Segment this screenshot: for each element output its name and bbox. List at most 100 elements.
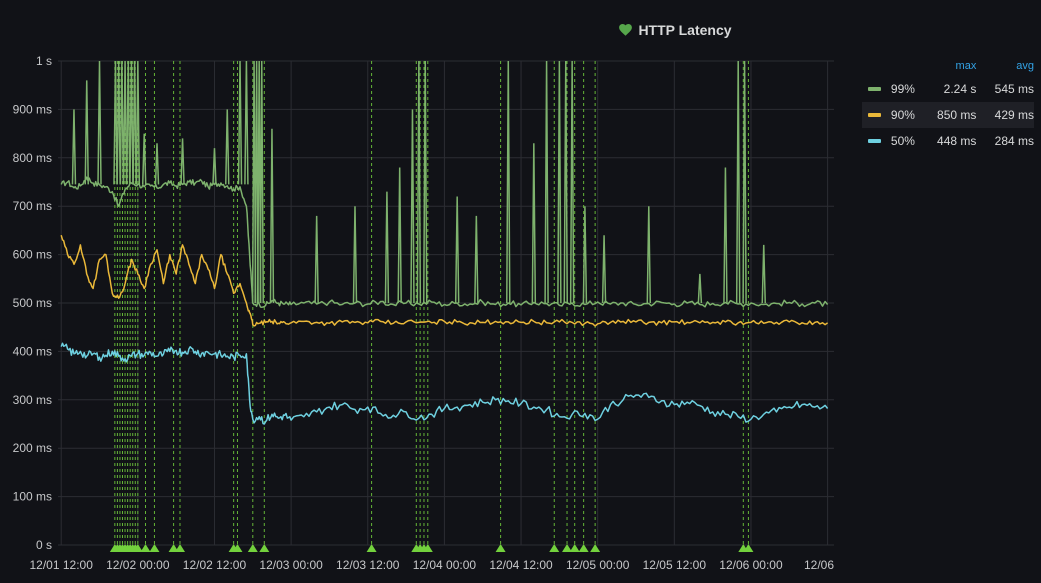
series-spike-99	[113, 60, 118, 185]
series-spike-99	[563, 60, 569, 304]
series-spike-99	[582, 206, 588, 304]
series-spike-99	[122, 60, 128, 185]
series-spike-99	[269, 128, 275, 304]
annotation-marker[interactable]	[562, 544, 573, 552]
y-tick-label: 600 ms	[13, 248, 52, 262]
annotation-marker[interactable]	[247, 544, 258, 552]
annotation-marker[interactable]	[590, 544, 601, 552]
series-spike-99	[416, 60, 422, 304]
series-spike-99	[601, 235, 607, 304]
series-spike-99	[314, 215, 319, 304]
series-spike-99	[97, 60, 102, 185]
series-spike-99	[141, 133, 147, 185]
y-tick-label: 700 ms	[13, 199, 52, 213]
legend-swatch-90[interactable]	[868, 113, 881, 117]
series-spike-99	[135, 60, 141, 185]
series-spike-99	[569, 60, 575, 304]
legend-header-max[interactable]: max	[955, 60, 977, 72]
y-tick-label: 200 ms	[13, 441, 52, 455]
series-spike-99	[410, 109, 415, 304]
panel-title-text: HTTP Latency	[638, 22, 732, 38]
annotation-marker[interactable]	[366, 544, 377, 552]
annotation-marker[interactable]	[578, 544, 589, 552]
x-tick-label: 12/04 00:00	[413, 558, 477, 572]
series-line-50[interactable]	[60, 342, 829, 425]
series-spike-99	[116, 60, 121, 185]
annotation-marker[interactable]	[743, 544, 754, 552]
x-tick-label: 12/04 12:00	[489, 558, 553, 572]
series-spike-99	[723, 167, 728, 304]
legend-header-avg[interactable]: avg	[1016, 60, 1034, 72]
series-spike-99	[646, 206, 652, 304]
legend-avg-99: 545 ms	[994, 82, 1034, 96]
x-tick-label: 12/06 00:00	[719, 558, 783, 572]
x-tick-label: 12/05 12:00	[643, 558, 707, 572]
annotations	[114, 61, 749, 545]
series-spike-99	[212, 148, 217, 185]
series-spike-99	[697, 273, 703, 304]
legend: max avg 99% 2.24 s 545 ms 90% 850 ms 429…	[862, 56, 1034, 154]
annotation-marker[interactable]	[149, 544, 160, 552]
legend-max-90: 850 ms	[937, 108, 977, 122]
legend-item-90[interactable]: 90% 850 ms 429 ms	[862, 102, 1034, 128]
series-spike-99	[544, 60, 549, 304]
series-spike-99	[154, 143, 160, 185]
series-spike-99	[557, 60, 562, 304]
annotation-markers	[109, 544, 754, 552]
series-spike-99	[531, 143, 537, 304]
legend-header: max avg	[862, 56, 1034, 76]
legend-label-90[interactable]: 90%	[890, 108, 915, 122]
annotation-marker[interactable]	[140, 544, 151, 552]
x-axis-ticks: 12/01 12:00 12/02 00:00 12/02 12:00 12/03 0…	[29, 558, 834, 572]
series-spike-99	[129, 60, 134, 185]
series-spike-99	[71, 109, 77, 185]
series-spike-99	[244, 60, 249, 185]
annotation-marker[interactable]	[422, 544, 433, 552]
series-lines	[60, 60, 829, 425]
y-tick-label: 1 s	[36, 54, 52, 68]
annotation-marker[interactable]	[495, 544, 506, 552]
annotation-marker[interactable]	[232, 544, 243, 552]
annotation-marker[interactable]	[174, 544, 185, 552]
series-spike-99	[352, 206, 358, 304]
series-spike-99	[735, 60, 741, 304]
series-spike-99	[225, 109, 230, 185]
series-spike-99	[237, 60, 243, 185]
series-spike-99	[422, 60, 428, 304]
series-spike-99	[259, 60, 264, 304]
series-spike-99	[126, 60, 131, 185]
legend-avg-50: 284 ms	[994, 134, 1034, 148]
series-spike-99	[384, 191, 390, 304]
annotation-marker[interactable]	[132, 544, 143, 552]
series-spike-99	[132, 60, 137, 185]
series-spike-99	[180, 138, 185, 185]
panel-title[interactable]: HTTP Latency	[619, 22, 732, 38]
y-axis-ticks: 0 s 100 ms 200 ms 300 ms 400 ms 500 ms 600 ms 7…	[13, 54, 52, 552]
y-tick-label: 400 ms	[13, 344, 52, 358]
x-tick-label: 12/03 00:00	[259, 558, 323, 572]
legend-label-99[interactable]: 99%	[890, 82, 915, 96]
series-spike-99	[506, 60, 511, 304]
series-spike-99	[761, 244, 766, 304]
annotation-marker[interactable]	[549, 544, 560, 552]
series-spike-99	[397, 167, 402, 304]
legend-item-99[interactable]: 99% 2.24 s 545 ms	[862, 76, 1034, 102]
x-tick-label: 12/02 00:00	[106, 558, 170, 572]
y-tick-label: 300 ms	[13, 393, 52, 407]
legend-max-50: 448 ms	[937, 134, 977, 148]
legend-label-50[interactable]: 50%	[890, 134, 915, 148]
legend-swatch-50[interactable]	[868, 139, 881, 143]
annotation-marker[interactable]	[569, 544, 580, 552]
x-tick-label: 12/02 12:00	[183, 558, 247, 572]
y-tick-label: 800 ms	[13, 151, 52, 165]
annotation-marker[interactable]	[259, 544, 270, 552]
series-line-90[interactable]	[60, 234, 829, 327]
legend-item-50[interactable]: 50% 448 ms 284 ms	[862, 128, 1034, 154]
series-spike-99	[474, 215, 479, 304]
legend-avg-90: 429 ms	[994, 108, 1034, 122]
annotation-marker[interactable]	[168, 544, 179, 552]
series-line-99[interactable]	[60, 176, 829, 309]
legend-swatch-99[interactable]	[868, 87, 881, 91]
